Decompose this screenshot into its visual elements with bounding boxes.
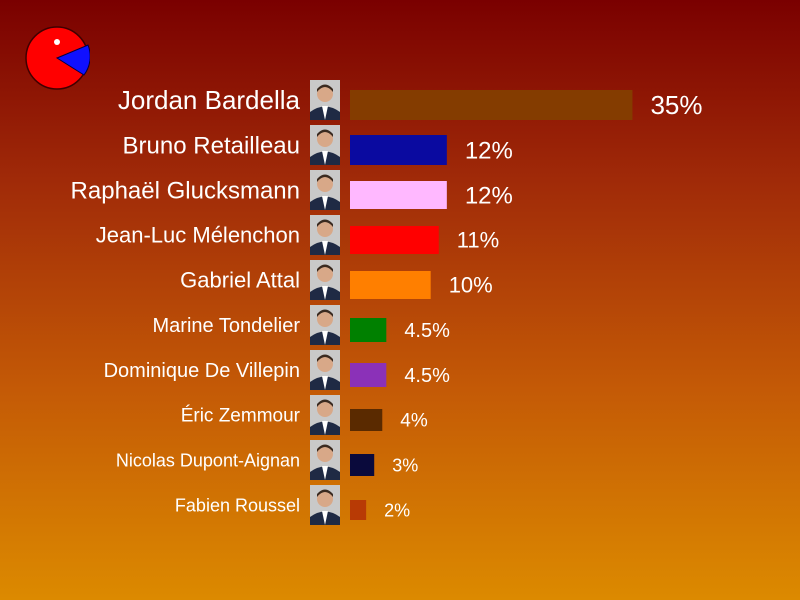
value-label-nicolas-dupont-aignan: 3% [392, 455, 418, 475]
bar-fabien-roussel [350, 500, 367, 520]
candidate-name-jean-luc-melenchon: Jean-Luc Mélenchon [96, 223, 300, 248]
value-label-dominique-de-villepin: 4.5% [404, 365, 450, 387]
portrait-icon-dominique-de-villepin [310, 350, 340, 390]
value-label-gabriel-attal: 10% [449, 273, 493, 298]
candidate-name-marine-tondelier: Marine Tondelier [153, 315, 301, 337]
value-label-eric-zemmour: 4% [400, 411, 428, 432]
portrait-icon-eric-zemmour [310, 395, 340, 435]
portrait-icon-marine-tondelier [310, 305, 340, 345]
bar-dominique-de-villepin [350, 363, 387, 387]
bar-nicolas-dupont-aignan [350, 454, 375, 476]
candidate-name-nicolas-dupont-aignan: Nicolas Dupont-Aignan [116, 450, 300, 470]
bar-jordan-bardella [350, 90, 633, 120]
candidate-name-raphael-glucksmann: Raphaël Glucksmann [71, 177, 300, 204]
portrait-icon-gabriel-attal [310, 260, 340, 300]
candidate-name-fabien-roussel: Fabien Roussel [175, 495, 300, 515]
portrait-icon-raphael-glucksmann [310, 170, 340, 210]
candidate-name-bruno-retailleau: Bruno Retailleau [123, 132, 300, 159]
value-label-bruno-retailleau: 12% [465, 137, 513, 164]
candidate-name-eric-zemmour: Éric Zemmour [181, 406, 301, 427]
bar-jean-luc-melenchon [350, 226, 439, 254]
bar-marine-tondelier [350, 318, 387, 342]
portrait-icon-bruno-retailleau [310, 125, 340, 165]
portrait-icon-fabien-roussel [310, 485, 340, 525]
bar-bruno-retailleau [350, 135, 447, 165]
bar-raphael-glucksmann [350, 181, 447, 209]
value-label-jordan-bardella: 35% [650, 90, 702, 120]
value-label-fabien-roussel: 2% [384, 500, 410, 520]
bar-eric-zemmour [350, 409, 383, 431]
value-label-raphael-glucksmann: 12% [465, 182, 513, 209]
value-label-marine-tondelier: 4.5% [404, 320, 450, 342]
portrait-icon-jean-luc-melenchon [310, 215, 340, 255]
value-label-jean-luc-melenchon: 11% [457, 228, 499, 253]
candidate-name-gabriel-attal: Gabriel Attal [180, 268, 300, 293]
candidate-name-dominique-de-villepin: Dominique De Villepin [104, 360, 300, 382]
portrait-icon-nicolas-dupont-aignan [310, 440, 340, 480]
portrait-icon-jordan-bardella [310, 80, 340, 120]
pacman-pie-logo-icon [25, 26, 90, 90]
candidate-name-jordan-bardella: Jordan Bardella [118, 85, 301, 115]
bar-gabriel-attal [350, 271, 431, 299]
